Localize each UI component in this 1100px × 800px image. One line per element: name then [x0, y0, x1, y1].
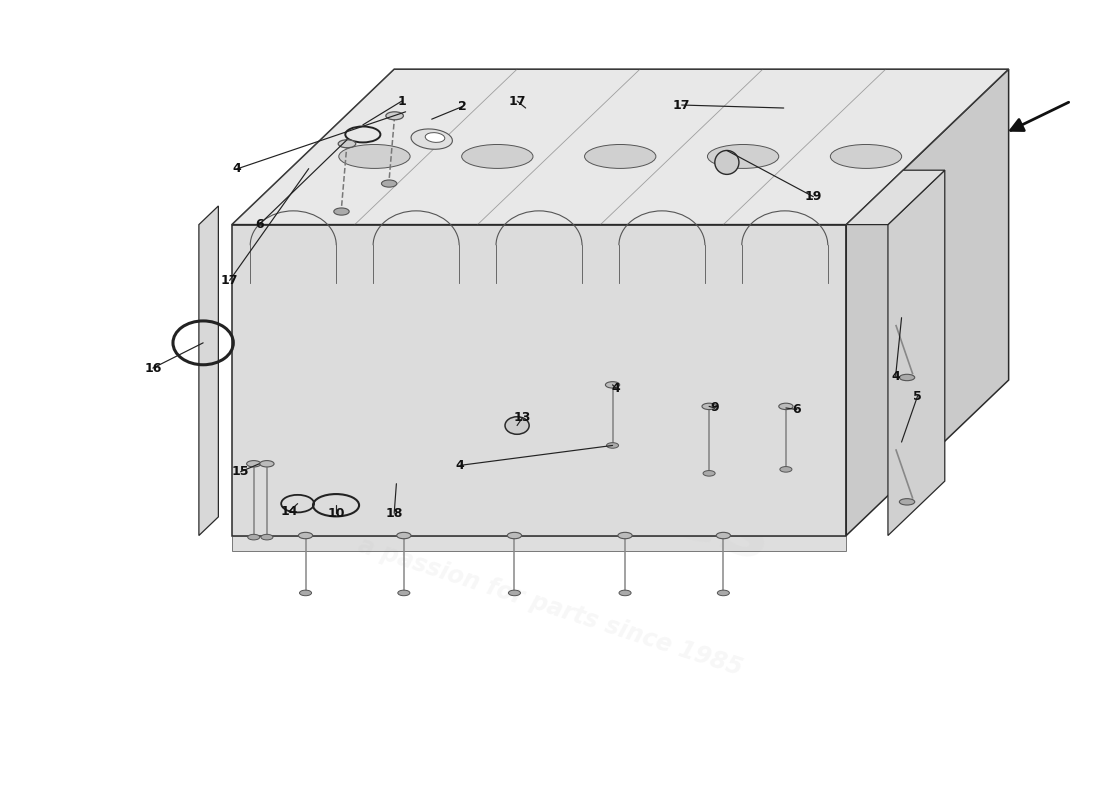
- Ellipse shape: [260, 461, 274, 467]
- Ellipse shape: [707, 145, 779, 169]
- Ellipse shape: [779, 403, 793, 410]
- Ellipse shape: [426, 133, 444, 142]
- Text: 4: 4: [233, 162, 242, 175]
- Text: 4: 4: [612, 382, 620, 394]
- Ellipse shape: [299, 590, 311, 596]
- Ellipse shape: [333, 208, 349, 215]
- Text: 6: 6: [793, 403, 801, 416]
- Ellipse shape: [505, 417, 529, 434]
- Ellipse shape: [397, 532, 411, 538]
- Text: 15: 15: [232, 466, 250, 478]
- Ellipse shape: [339, 145, 410, 169]
- Text: 4: 4: [455, 459, 464, 472]
- Ellipse shape: [508, 590, 520, 596]
- Ellipse shape: [900, 498, 915, 505]
- Text: 13: 13: [514, 411, 531, 424]
- Text: 2: 2: [458, 100, 466, 113]
- Text: 5: 5: [913, 390, 922, 402]
- Ellipse shape: [386, 112, 404, 120]
- Ellipse shape: [715, 150, 739, 174]
- Ellipse shape: [507, 532, 521, 538]
- Ellipse shape: [605, 382, 619, 388]
- Ellipse shape: [261, 534, 273, 540]
- Text: 6: 6: [255, 218, 264, 231]
- Ellipse shape: [606, 442, 618, 448]
- Text: 9: 9: [711, 402, 719, 414]
- Ellipse shape: [619, 590, 631, 596]
- Polygon shape: [846, 69, 1009, 535]
- Ellipse shape: [584, 145, 656, 169]
- Text: 10: 10: [328, 506, 344, 520]
- Ellipse shape: [338, 140, 355, 148]
- Ellipse shape: [717, 590, 729, 596]
- Text: 19: 19: [804, 190, 822, 203]
- Text: 17: 17: [508, 94, 526, 107]
- Ellipse shape: [830, 145, 902, 169]
- Ellipse shape: [462, 145, 534, 169]
- Ellipse shape: [716, 532, 730, 538]
- Ellipse shape: [703, 470, 715, 476]
- Ellipse shape: [246, 461, 261, 467]
- Ellipse shape: [382, 180, 397, 187]
- Text: a passion for parts since 1985: a passion for parts since 1985: [355, 534, 745, 681]
- Text: 4: 4: [891, 370, 900, 382]
- Polygon shape: [232, 225, 846, 535]
- Ellipse shape: [702, 403, 716, 410]
- Text: 14: 14: [280, 505, 298, 518]
- Ellipse shape: [398, 590, 410, 596]
- Ellipse shape: [618, 532, 632, 538]
- Text: 17: 17: [221, 274, 239, 287]
- Polygon shape: [888, 170, 945, 535]
- Ellipse shape: [298, 532, 312, 538]
- Polygon shape: [846, 170, 945, 225]
- Text: 17: 17: [673, 98, 691, 111]
- Polygon shape: [232, 69, 1009, 225]
- Text: eurospares: eurospares: [274, 348, 782, 579]
- Text: 16: 16: [144, 362, 162, 374]
- Polygon shape: [199, 206, 219, 535]
- Ellipse shape: [780, 466, 792, 472]
- Ellipse shape: [248, 534, 260, 540]
- Polygon shape: [232, 535, 846, 551]
- Ellipse shape: [411, 129, 452, 150]
- Text: 1: 1: [397, 94, 406, 107]
- Ellipse shape: [900, 374, 915, 381]
- Text: 18: 18: [385, 506, 403, 520]
